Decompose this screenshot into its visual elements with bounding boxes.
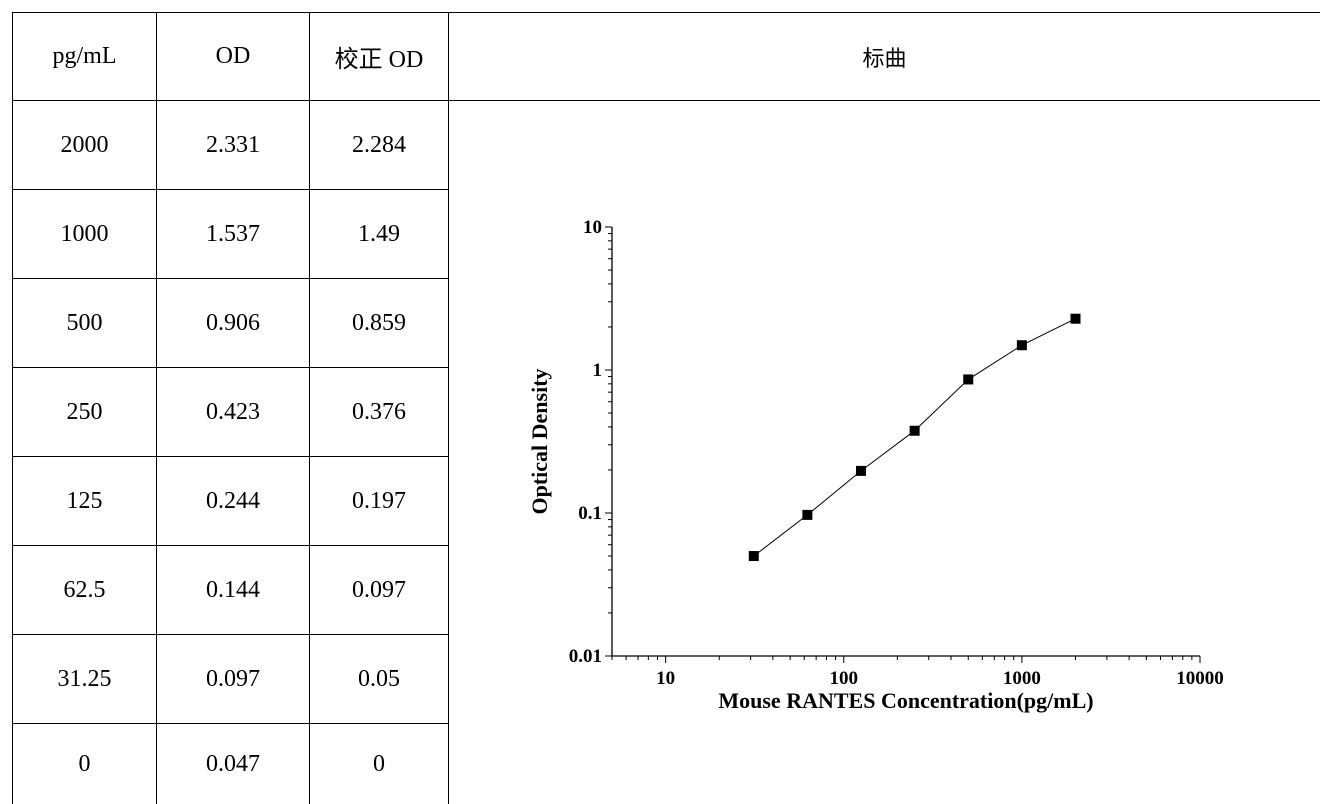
header-concentration: pg/mL (52, 43, 117, 69)
table-cell: 0.197 (352, 487, 406, 514)
data-point (802, 509, 813, 520)
table-cell: 500 (66, 309, 103, 336)
table-cell: 250 (66, 398, 103, 425)
table-cell: 0.144 (206, 576, 260, 603)
table-top-border (12, 12, 1320, 13)
row-divider (12, 189, 449, 190)
y-tick-label: 1 (593, 360, 603, 381)
column-divider (156, 12, 157, 804)
y-axis-title: Optical Density (527, 368, 552, 514)
data-point (963, 374, 974, 385)
table-cell: 0.376 (352, 398, 406, 425)
table-cell: 0 (78, 750, 91, 777)
chart-header: 标曲 (862, 46, 907, 72)
data-point (748, 551, 759, 562)
table-cell: 0.097 (206, 665, 260, 692)
column-divider (448, 12, 449, 804)
y-tick-label: 0.01 (569, 646, 602, 667)
column-divider (309, 12, 310, 804)
x-tick-label: 10 (656, 668, 675, 689)
row-divider (12, 367, 449, 368)
table-cell: 2.284 (352, 131, 406, 158)
table-cell: 62.5 (63, 576, 106, 603)
x-tick-label: 100 (829, 668, 858, 689)
x-tick-label: 10000 (1176, 668, 1224, 689)
y-tick-label: 0.1 (578, 503, 602, 524)
table-cell: 2.331 (206, 131, 260, 158)
table-cell: 0.423 (206, 398, 260, 425)
data-point (1016, 340, 1027, 351)
curve-line (753, 318, 1076, 557)
y-tick-label: 10 (583, 217, 602, 238)
table-cell: 0.244 (206, 487, 260, 514)
data-point (1070, 313, 1081, 324)
header-od: OD (215, 43, 251, 69)
x-axis-title: Mouse RANTES Concentration(pg/mL) (718, 688, 1093, 713)
row-divider (12, 723, 449, 724)
header-corrected-od: 校正 OD (334, 47, 424, 73)
data-point (856, 465, 867, 476)
table-left-border (12, 12, 13, 804)
row-divider (12, 278, 449, 279)
table-cell: 0.047 (206, 750, 260, 777)
table-cell: 0 (373, 750, 385, 777)
table-cell: 0.05 (358, 665, 400, 692)
table-cell: 0.097 (352, 576, 406, 603)
row-divider (12, 545, 449, 546)
table-cell: 0.906 (206, 309, 260, 336)
header-bottom-border (12, 100, 1320, 101)
table-cell: 1000 (60, 220, 109, 247)
row-divider (12, 634, 449, 635)
table-cell: 0.859 (352, 309, 406, 336)
table-cell: 125 (66, 487, 103, 514)
table-cell: 1.49 (358, 220, 400, 247)
row-divider (12, 456, 449, 457)
table-cell: 2000 (60, 131, 109, 158)
data-point (909, 425, 920, 436)
table-cell: 31.25 (57, 665, 112, 692)
table-cell: 1.537 (206, 220, 260, 247)
standard-curve-chart: 10 100 1000 10000 0.01 0.1 1 10 Mouse RANTES Con… (527, 217, 1224, 713)
x-tick-label: 1000 (1003, 668, 1041, 689)
